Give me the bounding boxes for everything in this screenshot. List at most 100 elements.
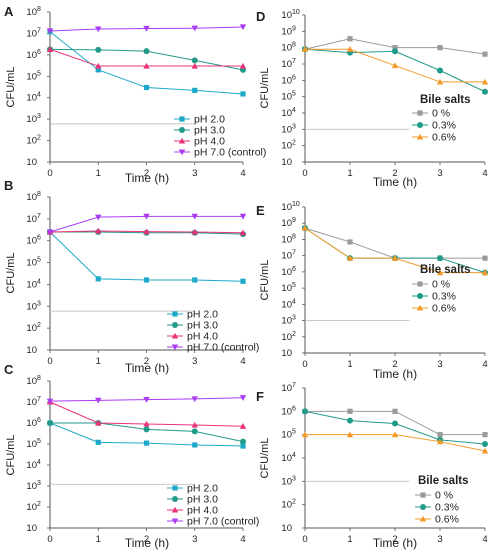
data-point [239,213,247,220]
data-point [482,51,488,57]
data-point [347,408,353,414]
legend-entry: 0.3% [432,291,456,303]
data-point [191,25,198,32]
legend-entry: pH 7.0 (control) [194,147,266,159]
y-tick-exponent: 2 [37,501,41,508]
data-point [95,46,102,53]
y-tick-exponent: 9 [292,217,296,224]
y-tick-exponent: 2 [292,140,296,147]
data-point [191,428,198,435]
series-2 [301,224,489,276]
data-point [143,48,150,55]
y-tick-label: 10 [281,299,292,310]
x-tick-label: 0 [47,534,52,545]
y-tick-label: 10 [26,279,37,290]
y-tick-label: 10 [281,26,292,37]
x-axis-label: Time (h) [125,361,169,375]
data-point [437,432,443,438]
data-point [346,431,354,438]
x-tick-label: 2 [392,359,397,370]
y-tick-exponent: 7 [37,27,41,34]
legend-entry: 0.6% [435,514,459,526]
data-point [302,408,308,415]
legend-marker [171,506,179,513]
y-tick-exponent: 7 [37,396,41,403]
data-point [346,254,354,261]
data-point [192,277,198,283]
y-tick-label: 10 [26,7,37,18]
x-tick-label: 2 [144,356,149,367]
legend-marker [416,304,424,311]
legend-marker [178,137,186,144]
data-point [482,88,488,95]
y-tick-label: 10 [26,28,37,39]
legend-marker [417,281,423,287]
x-axis-label: Time (h) [125,536,169,550]
y-tick-exponent: 6 [292,266,296,273]
x-tick-label: 2 [392,534,397,545]
legend: pH 2.0pH 3.0pH 4.0pH 7.0 (control) [167,483,259,528]
legend-entry: pH 2.0 [187,309,218,321]
y-tick-exponent: 3 [37,113,41,120]
data-point [391,62,399,69]
data-point [239,395,247,401]
legend-entry: pH 2.0 [187,483,218,495]
y-tick-label: 10 [281,157,292,168]
series-2 [46,398,247,429]
y-tick-label: 10 [281,332,292,343]
series-line [49,231,244,282]
x-tick-label: 4 [240,356,245,367]
panel-letter: F [256,389,264,404]
y-tick-exponent: 2 [37,135,41,142]
data-point [95,67,101,73]
data-point [191,396,198,403]
y-tick-label: 10 [281,124,292,135]
y-tick-exponent: 10 [292,9,300,16]
data-point [95,214,102,221]
y-tick-label: 10 [281,500,292,511]
data-point [143,25,150,32]
y-tick-exponent: 8 [37,375,41,382]
legend-entry: pH 4.0 [194,136,225,148]
legend-entry: pH 7.0 (control) [187,342,259,354]
y-tick-label: 10 [26,397,37,408]
data-point [391,431,399,438]
y-tick-exponent: 6 [292,405,296,412]
x-axis-label: Time (h) [373,367,417,381]
y-tick-label: 10 [26,502,37,513]
y-tick-label: 10 [26,376,37,387]
legend-title: Bile salts [418,475,469,487]
data-point [239,229,247,236]
data-point [301,46,309,52]
y-tick-label: 10 [26,418,37,429]
x-tick-label: 0 [47,168,52,179]
y-tick-exponent: 7 [292,382,296,389]
legend-marker [420,504,426,510]
legend-marker [420,492,426,498]
data-point [301,224,309,231]
y-axis-label: CFU/mL [259,260,271,301]
legend-marker [172,485,178,491]
y-axis-label: CFU/mL [5,435,17,476]
y-axis-label: CFU/mL [259,68,271,109]
data-point [191,421,198,428]
panel-letter: B [4,178,13,193]
legend-marker [417,293,423,299]
data-point [95,276,101,282]
y-tick-label: 10 [26,71,37,82]
legend-marker [417,110,423,116]
y-tick-label: 10 [281,108,292,119]
data-point [392,45,398,51]
x-tick-label: 1 [347,168,352,179]
y-tick-exponent: 6 [37,417,41,424]
legend-marker [171,344,179,351]
x-tick-label: 2 [144,534,149,545]
data-point [239,62,247,69]
y-tick-label: 10 [281,202,292,213]
series-2 [46,46,247,69]
y-tick-exponent: 7 [292,250,296,257]
data-point [436,78,444,85]
y-tick-label: 10 [26,50,37,61]
